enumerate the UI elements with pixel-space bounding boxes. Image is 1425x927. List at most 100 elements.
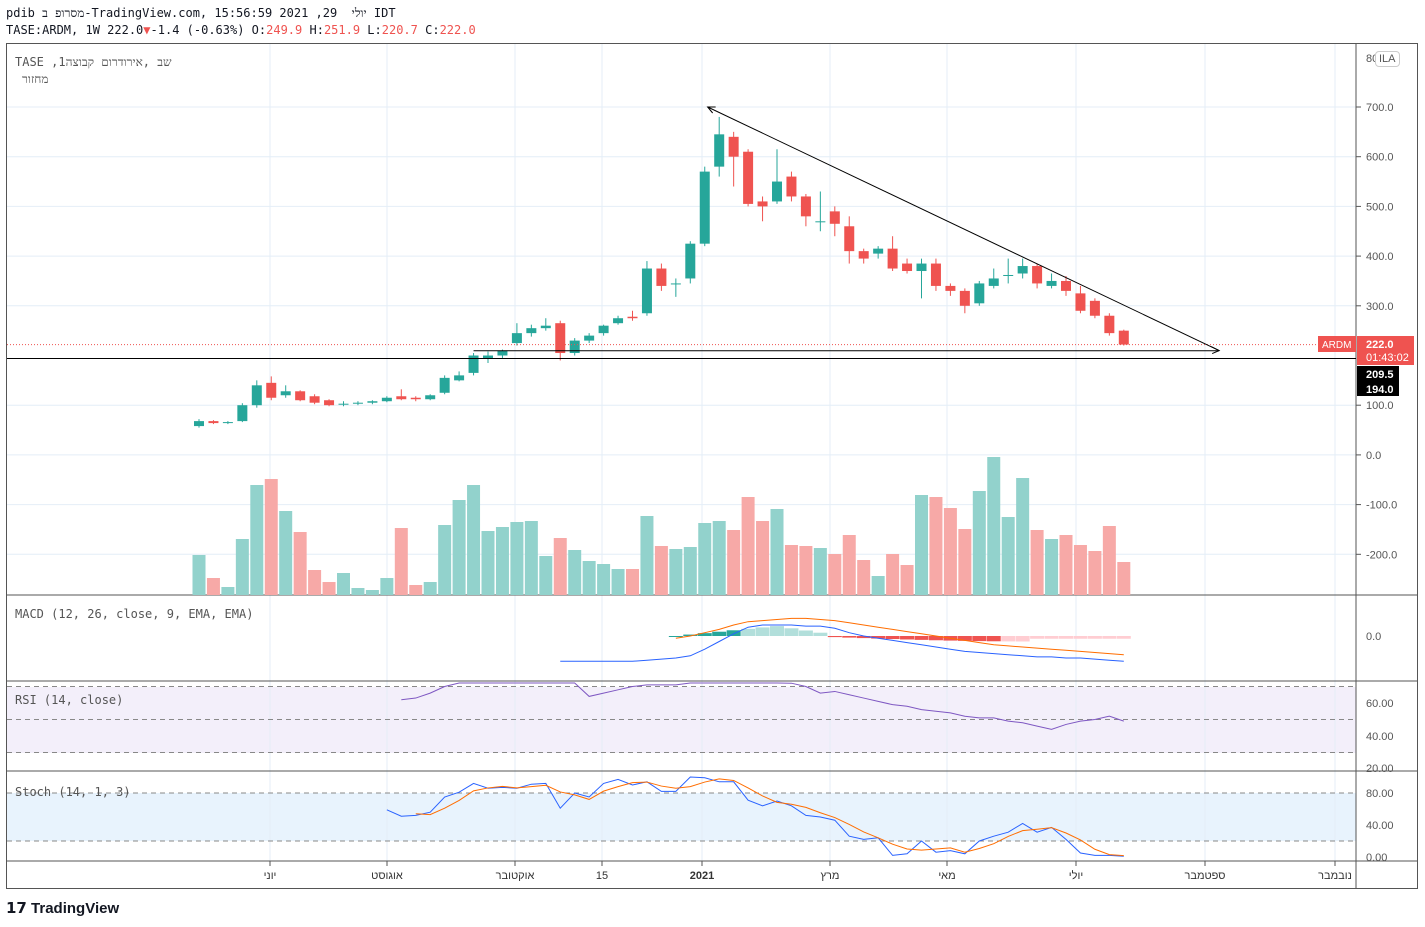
candle-body xyxy=(916,263,927,272)
macd-histogram-bar xyxy=(957,636,972,641)
macd-histogram-bar xyxy=(972,636,987,642)
candle-body xyxy=(540,325,551,329)
volume-bar xyxy=(741,497,755,595)
candle-body xyxy=(728,136,739,157)
macd-histogram-bar xyxy=(914,636,929,640)
candle-body xyxy=(1075,293,1086,311)
candle-body xyxy=(208,421,219,424)
arrow-head-icon xyxy=(706,106,716,114)
candle-body xyxy=(324,400,335,406)
volume-bar xyxy=(467,485,481,595)
volume-bar xyxy=(857,560,871,595)
candle-body xyxy=(309,396,320,403)
open-label: O: xyxy=(251,23,267,37)
volume-bar xyxy=(206,578,220,595)
price-tick-label: 0.0 xyxy=(1366,450,1381,462)
down-arrow-icon: ▼ xyxy=(143,23,151,37)
volume-bar xyxy=(611,569,625,595)
volume-bar xyxy=(886,554,900,595)
level-tags xyxy=(1357,366,1399,396)
macd-histogram-bar xyxy=(928,636,943,641)
candle-body xyxy=(352,402,363,404)
time-axis-label: 2021 xyxy=(690,870,714,882)
macd-histogram-bar xyxy=(683,634,698,636)
candle-body xyxy=(815,221,826,223)
rsi-tick-label: 60.00 xyxy=(1366,698,1394,710)
volume-bar xyxy=(1030,530,1044,595)
candle-body xyxy=(1104,315,1115,334)
symbol-tag-label: ARDM xyxy=(1322,340,1351,351)
macd-histogram-bar xyxy=(827,636,842,638)
watermark-line: pdib מסרופ ב-TradingView.com, יולי 29, 2… xyxy=(6,6,396,20)
time-axis-label: ספטמבר xyxy=(1184,870,1225,882)
volume-bar xyxy=(1073,545,1087,595)
candle-body xyxy=(829,211,840,224)
rsi-tick-label: 20.00 xyxy=(1366,763,1394,775)
volume-bar xyxy=(958,529,972,595)
candle-body xyxy=(468,355,479,373)
time-axis-label: 15 xyxy=(596,870,608,882)
close-label: C: xyxy=(425,23,440,37)
candle-body xyxy=(1089,300,1100,316)
tradingview-logo[interactable]: 𝟭𝟳 TradingView xyxy=(6,899,119,917)
candle-body xyxy=(584,335,595,341)
volume-bar xyxy=(235,539,249,595)
open-value: 249.9 xyxy=(266,23,303,37)
close-value: 222.0 xyxy=(439,23,476,37)
stoch-tick-label: 80.00 xyxy=(1366,788,1394,800)
candle-body xyxy=(786,176,797,197)
candle-body xyxy=(237,405,248,422)
volume-bar xyxy=(481,531,495,595)
chart-frame[interactable] xyxy=(6,43,1418,889)
low-label: L: xyxy=(367,23,382,37)
candle-body xyxy=(483,355,493,358)
volume-bar xyxy=(1059,535,1073,595)
price-tick-label: 700.0 xyxy=(1366,102,1394,114)
volume-bar xyxy=(813,548,827,595)
candle-body xyxy=(902,263,913,272)
time-axis-label: אוקטובר xyxy=(496,870,535,882)
candle-body xyxy=(454,375,465,381)
candle-body xyxy=(338,403,349,405)
candle-body xyxy=(1017,266,1028,274)
volume-bar xyxy=(1045,539,1059,595)
candle-body xyxy=(497,350,508,356)
candle-body xyxy=(641,268,652,314)
candle-body xyxy=(772,181,782,202)
candle-body xyxy=(439,377,450,393)
stoch-k-line xyxy=(386,776,1124,857)
candle-body xyxy=(555,323,566,354)
macd-histogram-bar xyxy=(986,636,1001,642)
price-tick-label: -100.0 xyxy=(1366,500,1397,512)
macd-histogram-bar xyxy=(1059,636,1073,639)
volume-bar xyxy=(264,479,278,595)
volume-bar xyxy=(337,573,350,595)
candle-body xyxy=(627,316,638,319)
level-label: 194.0 xyxy=(1366,384,1394,396)
candle-body xyxy=(757,201,768,207)
volume-bar xyxy=(1088,551,1102,595)
time-axis-label: יוני xyxy=(264,870,277,882)
volume-bar xyxy=(698,523,712,595)
price-tick-label: 100.0 xyxy=(1366,400,1394,412)
volume-bar xyxy=(568,550,582,595)
macd-histogram-bar xyxy=(1116,636,1131,639)
currency-badge[interactable]: ILA xyxy=(1375,51,1400,67)
candle-body xyxy=(194,421,204,427)
macd-histogram-bar xyxy=(900,636,915,640)
candle-body xyxy=(714,134,725,167)
macd-histogram-bar xyxy=(813,632,828,636)
volume-bar xyxy=(553,538,567,595)
macd-histogram-bar xyxy=(668,636,683,637)
volume-bar xyxy=(871,576,885,595)
volume-bar xyxy=(915,495,928,595)
rsi-tick-label: 40.00 xyxy=(1366,731,1394,743)
candle-body xyxy=(685,243,696,279)
candle-body xyxy=(251,385,262,406)
candle-body xyxy=(800,196,811,217)
volume-bar xyxy=(669,549,683,595)
volume-bar xyxy=(221,587,235,595)
volume-bar xyxy=(626,569,639,595)
arrow-head-icon xyxy=(1210,346,1221,354)
